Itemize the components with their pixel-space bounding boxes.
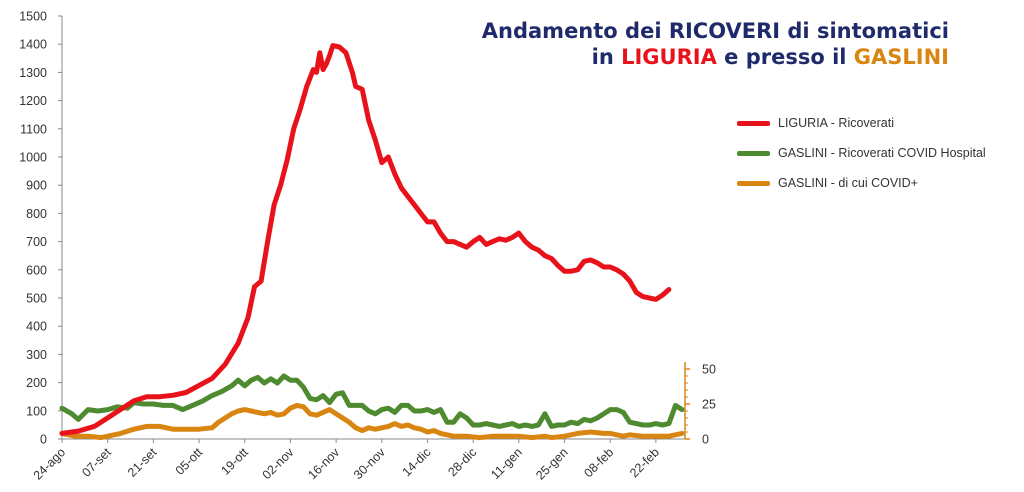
series-line-covid: [59, 402, 685, 441]
legend-label-covid: GASLINI - di cui COVID+: [778, 176, 918, 190]
x-tick-label: 16-nov: [305, 445, 342, 482]
y-left-tick-label: 700: [26, 235, 47, 249]
chart-series: [59, 43, 685, 441]
y-right-tick-label: 25: [702, 398, 716, 412]
legend-swatch-gaslini: [737, 150, 770, 156]
y-left-tick-label: 600: [26, 263, 47, 277]
chart-title-line2: in LIGURIA e presso il GASLINI: [482, 44, 949, 70]
x-tick-label: 11-gen: [488, 445, 525, 482]
x-tick-label: 21-set: [125, 445, 160, 480]
y-left-tick-label: 1100: [20, 122, 47, 136]
x-tick-label: 24-ago: [31, 445, 68, 482]
legend-label-gaslini: GASLINI - Ricoverati COVID Hospital: [778, 146, 986, 160]
x-tick-label: 14-dic: [400, 445, 434, 479]
chart-title-presso: e presso il: [716, 45, 854, 69]
x-tick-label: 07-set: [79, 445, 114, 480]
x-tick-label: 22-feb: [627, 445, 662, 480]
x-tick-label: 02-nov: [260, 445, 297, 482]
series-line-gaslini: [59, 373, 685, 429]
y-left-tick-label: 200: [26, 376, 47, 390]
y-left-tick-label: 1300: [19, 66, 47, 80]
y-left-tick-label: 300: [26, 348, 47, 362]
legend-label-liguria: LIGURIA - Ricoverati: [778, 116, 895, 130]
y-right-tick-label: 50: [702, 363, 716, 377]
x-tick-label: 08-feb: [581, 445, 616, 480]
chart-title-gaslini: GASLINI: [853, 45, 949, 69]
chart-title-in: in: [591, 45, 622, 69]
y-left-tick-label: 0: [40, 433, 47, 447]
y-left-tick-label: 500: [26, 292, 47, 306]
legend-item-liguria: LIGURIA - Ricoverati: [737, 108, 986, 138]
y-left-tick-label: 1500: [19, 10, 47, 24]
y-left-tick-label: 400: [26, 320, 47, 334]
x-tick-label: 30-nov: [351, 445, 388, 482]
y-left-tick-label: 800: [26, 207, 47, 221]
y-left-tick-label: 100: [26, 404, 47, 418]
chart-title-liguria: LIGURIA: [621, 45, 717, 69]
y-right-tick-label: 0: [702, 433, 709, 447]
x-tick-label: 19-ott: [218, 445, 251, 478]
chart-legend: LIGURIA - Ricoverati GASLINI - Ricoverat…: [737, 108, 986, 198]
y-left-tick-label: 1200: [19, 94, 47, 108]
legend-item-gaslini: GASLINI - Ricoverati COVID Hospital: [737, 138, 986, 168]
y-left-tick-label: 1000: [19, 151, 47, 165]
x-tick-label: 28-dic: [445, 445, 479, 479]
series-line-liguria: [59, 43, 672, 436]
legend-swatch-liguria: [737, 120, 770, 126]
chart-title-line1: Andamento dei RICOVERI di sintomatici: [481, 19, 949, 43]
y-left-tick-label: 1400: [19, 38, 47, 52]
chart-title: Andamento dei RICOVERI di sintomatici in…: [482, 18, 949, 70]
legend-swatch-covid: [737, 180, 770, 186]
y-left-tick-label: 900: [26, 179, 47, 193]
x-tick-label: 25-gen: [533, 445, 570, 482]
legend-item-covid: GASLINI - di cui COVID+: [737, 168, 986, 198]
x-tick-label: 05-ott: [173, 445, 206, 478]
